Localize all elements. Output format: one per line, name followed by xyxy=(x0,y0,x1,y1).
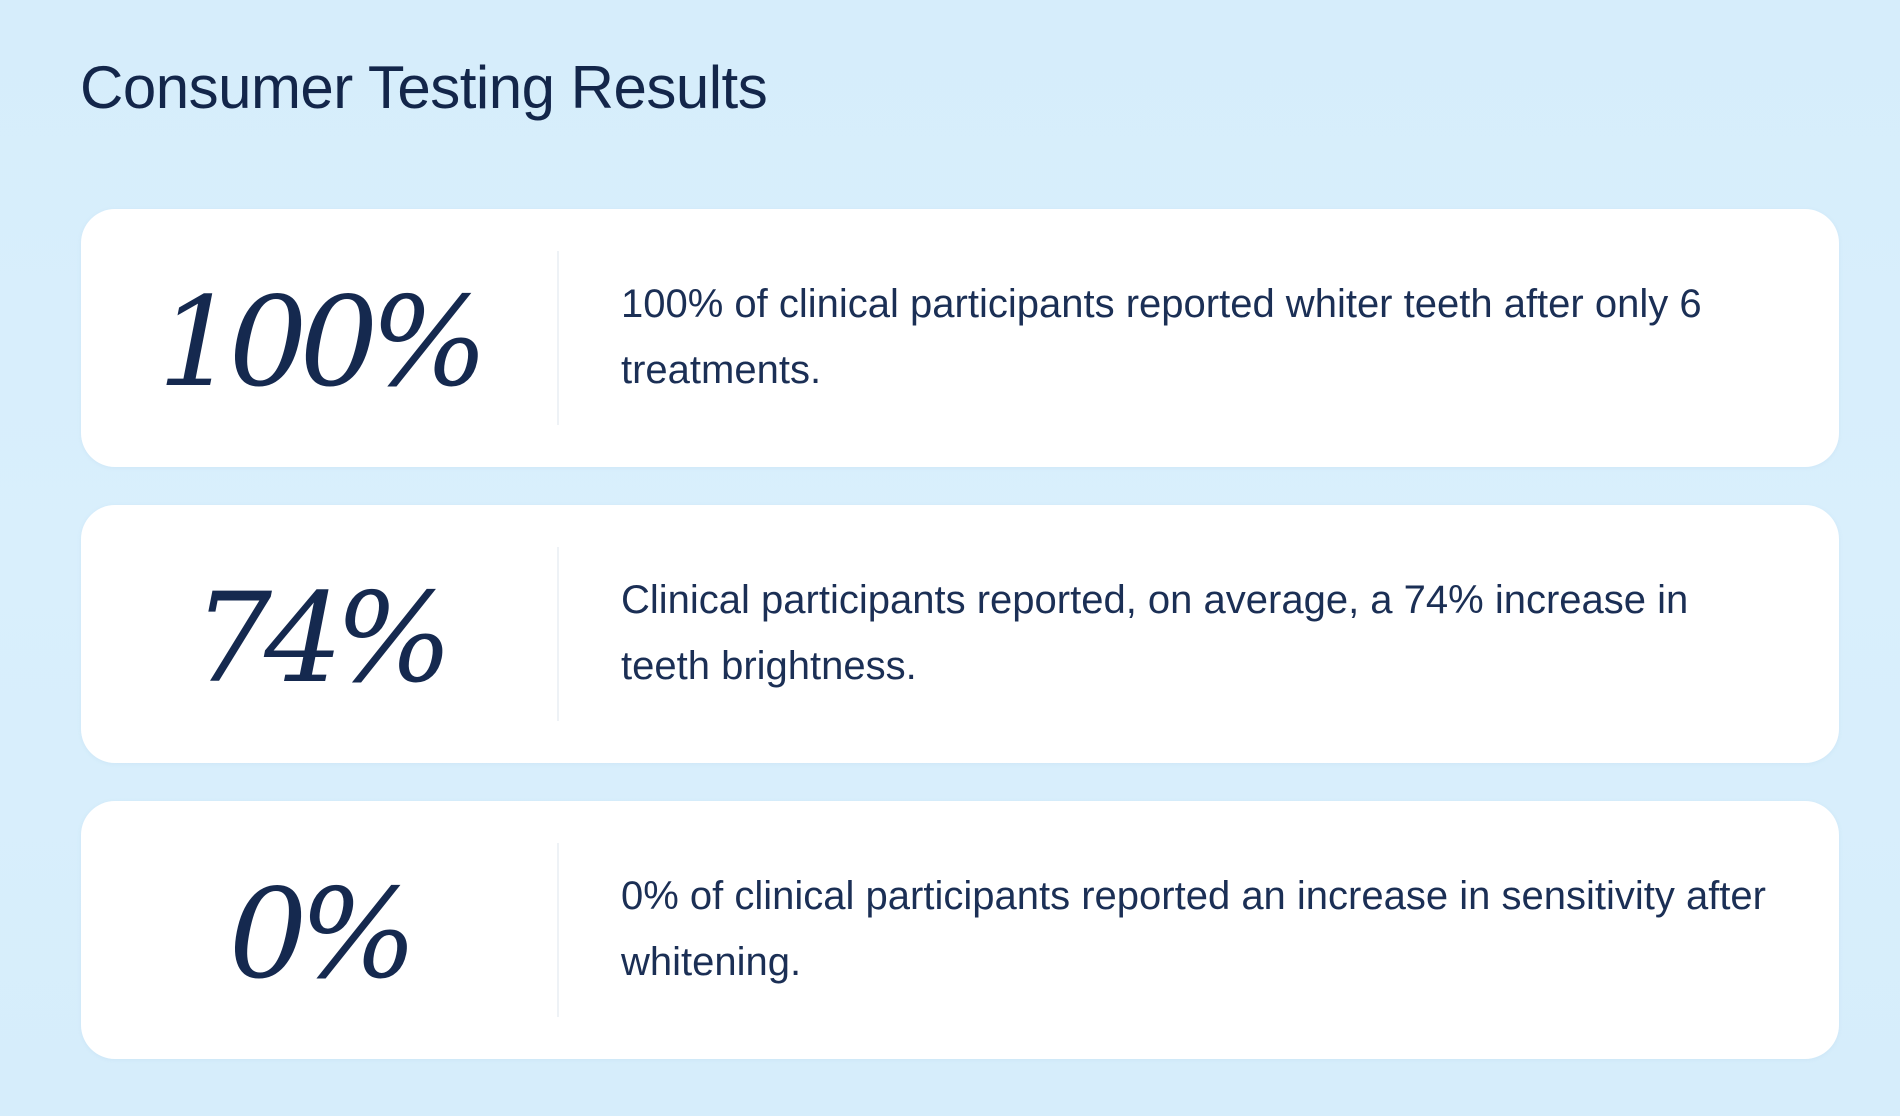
result-stat: 100% xyxy=(157,271,489,415)
result-card: 74% Clinical participants reported, on a… xyxy=(81,505,1839,763)
results-list: 100% 100% of clinical participants repor… xyxy=(81,209,1839,1097)
section-title: Consumer Testing Results xyxy=(80,54,768,121)
card-divider xyxy=(557,547,559,721)
result-description: 0% of clinical participants reported an … xyxy=(621,874,1766,984)
result-card: 0% 0% of clinical participants reported … xyxy=(81,801,1839,1059)
card-divider xyxy=(557,251,559,425)
result-description: Clinical participants reported, on avera… xyxy=(621,578,1689,688)
result-stat: 0% xyxy=(228,863,418,1007)
result-description: 100% of clinical participants reported w… xyxy=(621,282,1702,392)
card-divider xyxy=(557,843,559,1017)
result-card: 100% 100% of clinical participants repor… xyxy=(81,209,1839,467)
result-stat: 74% xyxy=(193,567,453,711)
